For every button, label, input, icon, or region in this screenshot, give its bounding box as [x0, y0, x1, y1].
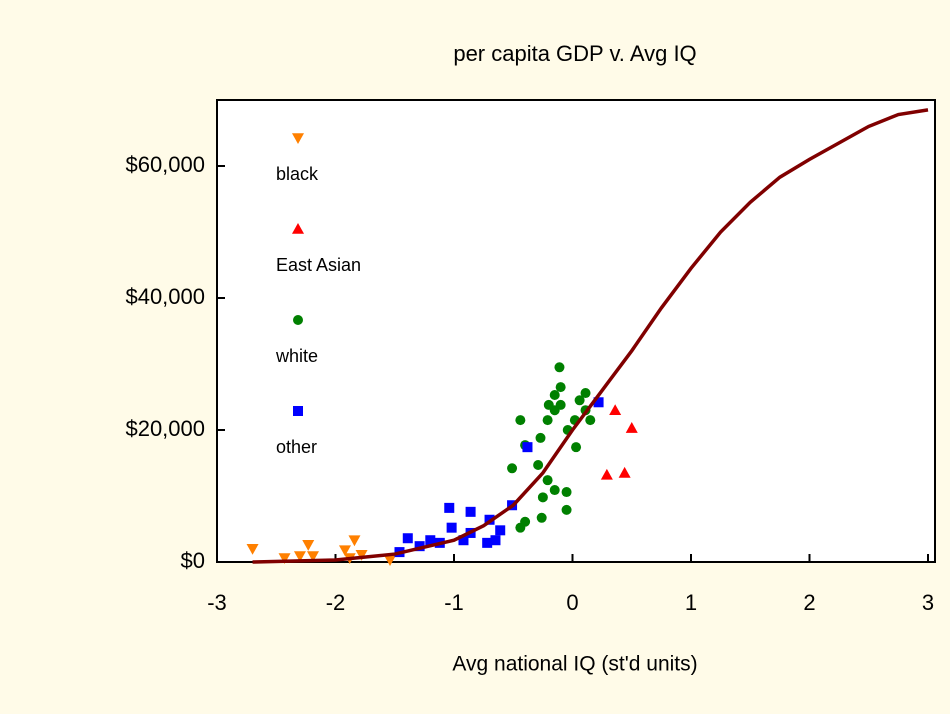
point: [490, 535, 501, 546]
fit-curve: [252, 108, 929, 564]
y-tick-label: $60,000: [125, 152, 205, 177]
point: [306, 551, 319, 563]
point: [495, 525, 506, 536]
point: [414, 541, 425, 552]
chart-title: per capita GDP v. Avg IQ: [453, 41, 696, 66]
point: [549, 485, 560, 496]
point: [246, 544, 259, 555]
point: [542, 415, 553, 426]
point: [302, 540, 315, 551]
x-tick-label: -1: [444, 590, 464, 615]
point: [482, 537, 493, 548]
point: [444, 502, 455, 513]
point: [338, 545, 351, 557]
point: [522, 442, 533, 453]
x-tick-label: -3: [207, 590, 227, 615]
point: [574, 395, 585, 406]
point: [384, 555, 397, 567]
point: [533, 459, 544, 470]
point: [618, 466, 631, 478]
legend-label: white: [275, 346, 318, 366]
legend-symbol: [292, 223, 304, 234]
point: [593, 397, 604, 408]
point: [625, 422, 638, 433]
point: [537, 492, 548, 503]
point: [580, 388, 591, 399]
point: [561, 487, 572, 498]
legend-symbol: [293, 406, 303, 416]
point: [549, 405, 560, 416]
point: [536, 512, 547, 523]
point: [549, 390, 560, 401]
point: [402, 533, 413, 544]
y-tick-label: $20,000: [125, 416, 205, 441]
x-tick-label: 0: [566, 590, 578, 615]
point: [542, 475, 553, 486]
point: [507, 463, 518, 474]
point: [554, 362, 565, 373]
point: [278, 553, 291, 565]
x-axis-label: Avg national IQ (st'd units): [452, 653, 697, 676]
legend-label: other: [276, 437, 317, 457]
point: [609, 404, 622, 415]
point: [515, 415, 526, 426]
y-tick-label: $40,000: [125, 284, 205, 309]
point: [571, 442, 582, 453]
point: [535, 432, 546, 443]
point: [465, 506, 476, 517]
point: [425, 535, 436, 546]
y-tick-label: $0: [181, 548, 205, 573]
point: [555, 382, 566, 393]
x-tick-label: 2: [803, 590, 815, 615]
x-tick-label: 1: [685, 590, 697, 615]
point: [446, 522, 457, 533]
legend-label: East Asian: [276, 255, 361, 275]
point: [561, 504, 572, 515]
x-tick-label: 3: [922, 590, 934, 615]
legend-symbol: [293, 315, 303, 325]
point: [293, 551, 306, 563]
point: [515, 522, 526, 533]
point: [355, 549, 368, 561]
point: [600, 468, 613, 480]
point: [458, 535, 469, 546]
legend-symbol: [292, 133, 304, 144]
point: [585, 415, 596, 426]
legend-label: black: [276, 164, 319, 184]
plot-area: [216, 99, 936, 563]
x-tick-label: -2: [326, 590, 346, 615]
point: [348, 535, 361, 547]
